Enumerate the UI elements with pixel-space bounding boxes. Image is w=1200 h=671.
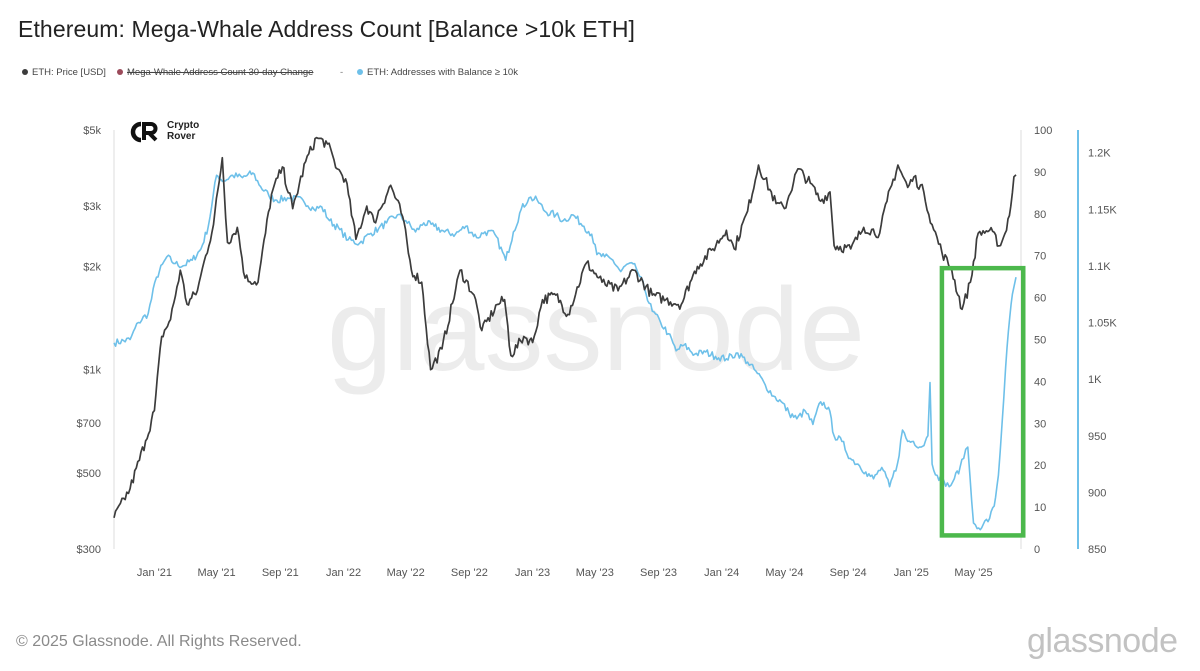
x-axis-tick: Sep '22 xyxy=(451,567,488,579)
legend-label-price: ETH: Price [USD] xyxy=(32,67,106,78)
legend-dot-addresses-icon xyxy=(357,69,363,75)
mid-axis-tick: 90 xyxy=(1034,167,1046,179)
highlight-layer xyxy=(939,265,1026,538)
legend-item-whale-change[interactable]: Mega-Whale Address Count 30-day Change xyxy=(117,67,313,78)
left-axis-tick: $500 xyxy=(77,468,101,480)
mid-axis-tick: 60 xyxy=(1034,293,1046,305)
x-axis-tick: May '24 xyxy=(765,567,803,579)
x-axis: Jan '21 May '21 Sep '21 Jan '22 May '22 Sep '… xyxy=(137,567,993,579)
x-axis-tick: Sep '24 xyxy=(830,567,867,579)
highlight-box xyxy=(939,265,1026,538)
x-axis-tick: May '25 xyxy=(954,567,992,579)
right-axis-tick: 1.15K xyxy=(1088,204,1117,216)
right-axis-tick: 1.05K xyxy=(1088,318,1117,330)
x-axis-tick: May '22 xyxy=(387,567,425,579)
x-axis-tick: Sep '23 xyxy=(640,567,677,579)
x-axis-tick: Jan '21 xyxy=(137,567,172,579)
x-axis-tick: Jan '25 xyxy=(894,567,929,579)
mid-axis-tick: 10 xyxy=(1034,502,1046,514)
mid-axis-tick: 80 xyxy=(1034,209,1046,221)
left-axis-tick: $3k xyxy=(83,201,101,213)
crypto-rover-logo-icon xyxy=(130,121,158,143)
x-axis-tick: Jan '23 xyxy=(515,567,550,579)
watermark: glassnode xyxy=(327,264,865,396)
crypto-rover-logo-text: Crypto Rover xyxy=(167,120,199,142)
right-axis: 850 900 950 1K 1.05K 1.1K 1.15K 1.2K xyxy=(1077,130,1117,556)
x-axis-tick: Sep '21 xyxy=(262,567,299,579)
series-layer xyxy=(113,136,1017,531)
legend-dot-whale-change-icon xyxy=(117,69,123,75)
mid-axis-tick: 20 xyxy=(1034,460,1046,472)
x-axis-tick: Jan '22 xyxy=(326,567,361,579)
x-axis-tick: May '21 xyxy=(197,567,235,579)
glassnode-brand: glassnode xyxy=(1027,622,1178,660)
mid-axis: 0 10 20 30 40 50 60 70 80 90 100 xyxy=(1020,125,1052,556)
x-axis-tick: May '23 xyxy=(576,567,614,579)
chart-title: Ethereum: Mega-Whale Address Count [Bala… xyxy=(18,16,636,42)
series-addresses-line xyxy=(113,170,1017,531)
mid-axis-tick: 100 xyxy=(1034,125,1052,137)
right-axis-tick: 850 xyxy=(1088,544,1106,556)
right-axis-tick: 950 xyxy=(1088,431,1106,443)
legend-separator: - xyxy=(340,67,344,78)
series-price-line xyxy=(113,136,1017,518)
right-axis-tick: 1.1K xyxy=(1088,261,1111,273)
x-axis-tick: Jan '24 xyxy=(704,567,739,579)
chart-canvas: glassnode $300 $500 $700 $1k $2k $3k $5k 0 10 20… xyxy=(77,125,1118,579)
mid-axis-tick: 30 xyxy=(1034,418,1046,430)
left-axis-tick: $1k xyxy=(83,365,101,377)
mid-axis-tick: 50 xyxy=(1034,335,1046,347)
legend-item-addresses[interactable]: ETH: Addresses with Balance ≥ 10k xyxy=(357,67,518,78)
logo-line-2: Rover xyxy=(167,131,196,142)
mid-axis-tick: 70 xyxy=(1034,251,1046,263)
left-axis-tick: $5k xyxy=(83,125,101,137)
legend-label-whale-change: Mega-Whale Address Count 30-day Change xyxy=(127,67,314,78)
legend-dot-price-icon xyxy=(22,69,28,75)
mid-axis-tick: 0 xyxy=(1034,544,1040,556)
left-axis-tick: $700 xyxy=(77,418,101,430)
logo-line-1: Crypto xyxy=(167,120,200,131)
right-axis-tick: 1K xyxy=(1088,374,1102,386)
left-axis: $300 $500 $700 $1k $2k $3k $5k xyxy=(77,125,115,556)
left-axis-tick: $300 xyxy=(77,544,101,556)
left-axis-tick: $2k xyxy=(83,261,101,273)
right-axis-tick: 900 xyxy=(1088,487,1106,499)
legend-label-addresses: ETH: Addresses with Balance ≥ 10k xyxy=(367,67,518,78)
legend-item-price[interactable]: ETH: Price [USD] xyxy=(22,67,106,78)
copyright-footer: © 2025 Glassnode. All Rights Reserved. xyxy=(16,633,302,650)
right-axis-tick: 1.2K xyxy=(1088,148,1111,160)
mid-axis-tick: 40 xyxy=(1034,376,1046,388)
